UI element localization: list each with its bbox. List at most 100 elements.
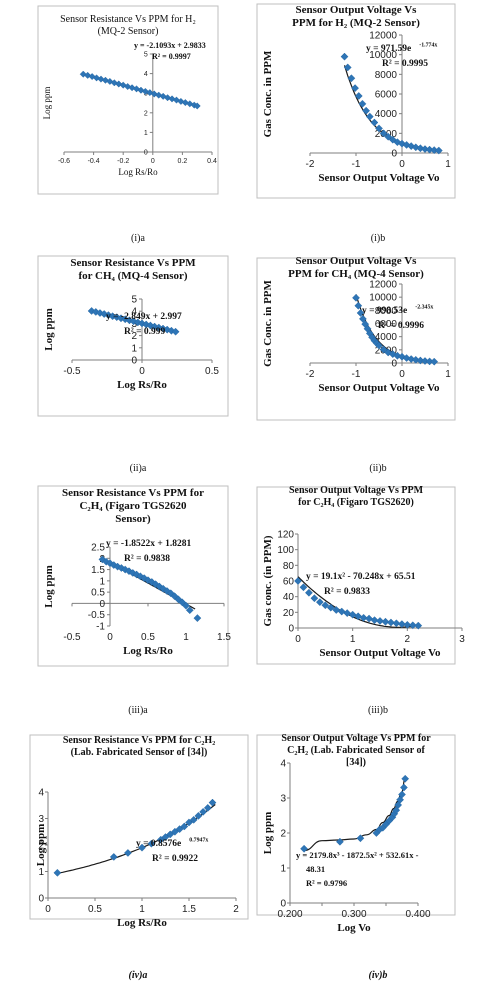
x-tick-label: 1 <box>445 369 451 380</box>
data-point <box>141 87 149 95</box>
y-tick-label: 8000 <box>375 306 398 317</box>
chart-title: Sensor Output Voltage Vs PPM for <box>281 733 431 744</box>
r-squared-label: R² = 0.9997 <box>152 52 191 61</box>
y-tick-label: 2 <box>280 829 286 840</box>
data-point <box>310 594 319 603</box>
x-tick-label: 1 <box>350 634 356 645</box>
chart-title: PPM for CH₄ (MQ-4 Sensor) <box>288 268 424 280</box>
y-tick-label: 0 <box>38 894 44 905</box>
y-tick-label: 60 <box>283 577 295 588</box>
y-tick-label: 2.5 <box>91 543 105 554</box>
data-point <box>155 91 163 99</box>
data-point <box>408 621 417 630</box>
r-squared-label: R² = 0.9996 <box>378 321 424 331</box>
trend-equation: y = 2179.8x³ - 1872.5x² + 532.61x - <box>296 850 419 860</box>
data-point <box>300 844 308 853</box>
data-point <box>370 118 379 127</box>
x-tick-label: 0 <box>139 366 145 377</box>
x-tick-label: 0 <box>399 369 405 380</box>
y-tick-label: 5 <box>131 295 137 306</box>
data-point <box>376 617 384 625</box>
data-point <box>180 822 189 831</box>
x-tick-label: 0.200 <box>277 909 302 920</box>
x-tick-label: 0.400 <box>405 909 430 920</box>
trend-equation: y = 998.53e <box>362 306 407 316</box>
caption-ia: (i)a <box>131 233 145 244</box>
chart-title: PPM for H₂ (MQ-2 Sensor) <box>292 17 420 29</box>
data-point <box>124 849 132 857</box>
data-point <box>150 90 158 98</box>
x-axis-label: Log Rs/Ro <box>118 167 158 177</box>
chart-title: Sensor) <box>115 513 151 525</box>
caption-iiib: (iii)b <box>368 705 388 716</box>
y-tick-label: 12000 <box>369 280 397 291</box>
data-point <box>97 75 105 83</box>
y-tick-label: 1.5 <box>91 565 105 576</box>
r-squared-label: R² = 0.9833 <box>324 587 370 597</box>
data-point <box>388 135 397 144</box>
trend-equation: 48.31 <box>306 864 325 874</box>
data-point <box>379 129 388 138</box>
data-point <box>343 609 352 617</box>
r-squared-label: R² = 0.9838 <box>124 554 170 564</box>
y-tick-label: 0 <box>131 356 137 367</box>
x-tick-label: 2 <box>405 634 411 645</box>
data-point <box>375 124 383 133</box>
data-point <box>194 811 203 820</box>
data-point <box>381 617 390 626</box>
y-tick-label: 0 <box>288 624 294 635</box>
chart-frame <box>256 486 456 665</box>
chart-frame <box>37 5 219 195</box>
data-point <box>181 99 189 107</box>
data-point <box>185 606 194 615</box>
y-tick-label: -1 <box>96 622 105 633</box>
data-point <box>356 834 365 843</box>
r-squared-label: R² = 0.9922 <box>152 854 198 864</box>
data-point <box>397 620 406 628</box>
y-tick-label: 6000 <box>375 319 398 330</box>
data-point <box>401 774 410 783</box>
caption-iiia: (iii)a <box>128 705 148 716</box>
y-tick-label: 3 <box>280 794 286 805</box>
y-tick-label: 0 <box>391 359 397 370</box>
chart-title: Sensor Resistance Vs PPM <box>70 257 196 269</box>
trend-exponent: -2.345x <box>415 305 433 311</box>
data-point <box>147 578 156 586</box>
data-point <box>138 843 146 852</box>
data-point <box>199 807 207 816</box>
chart-title: for CH₄ (MQ-4 Sensor) <box>78 270 187 282</box>
data-point <box>189 815 198 824</box>
data-point <box>87 307 96 315</box>
y-tick-label: 10000 <box>369 50 397 61</box>
y-tick-label: 100 <box>277 545 294 556</box>
data-point <box>294 577 302 585</box>
x-tick-label: 3 <box>459 634 465 645</box>
y-tick-label: 4 <box>280 759 286 770</box>
y-tick-label: 4 <box>38 788 44 799</box>
x-tick-label: 0 <box>295 634 301 645</box>
data-point <box>133 318 142 327</box>
y-axis-label: Log ppm <box>262 812 274 855</box>
data-point <box>108 312 117 321</box>
chart-title: Sensor Output Voltage Vs PPM <box>289 485 424 496</box>
data-point <box>174 595 183 604</box>
data-point <box>398 790 406 799</box>
x-tick-label: 0.300 <box>341 909 366 920</box>
trend-equation: y = -1.8522x + 1.8281 <box>106 539 191 549</box>
data-point <box>362 106 371 115</box>
data-point <box>358 99 367 108</box>
data-point <box>93 74 101 82</box>
y-tick-label: 8000 <box>375 70 398 81</box>
data-point <box>109 853 118 861</box>
trend-exponent: 0.7947x <box>189 838 208 844</box>
data-point <box>365 112 374 121</box>
y-tick-label: 4 <box>131 307 137 318</box>
x-tick-label: 1 <box>183 632 189 643</box>
data-point <box>146 89 154 97</box>
x-axis-label: Sensor Output Voltage Vo <box>318 382 440 394</box>
data-point <box>425 145 434 154</box>
